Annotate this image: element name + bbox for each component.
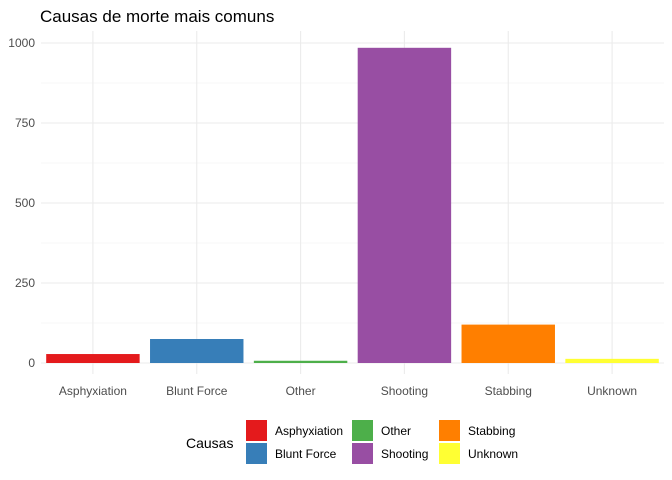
x-tick-label: Stabbing — [485, 384, 532, 398]
chart-title: Causas de morte mais comuns — [40, 7, 274, 26]
y-tick-label: 500 — [15, 196, 35, 210]
bar-unknown — [565, 358, 659, 363]
x-tick-label: Unknown — [587, 384, 637, 398]
legend-key — [439, 443, 460, 464]
y-tick-label: 750 — [15, 116, 35, 130]
x-tick-label: Other — [286, 384, 316, 398]
bar-blunt-force — [150, 339, 244, 363]
bar-other — [253, 360, 348, 363]
y-axis-ticks: 0 250 500 750 1000 — [8, 36, 35, 370]
bar-stabbing — [461, 324, 555, 363]
x-tick-label: Blunt Force — [166, 384, 228, 398]
legend-label: Unknown — [468, 447, 518, 461]
legend-key — [352, 443, 373, 464]
legend: Causas Asphyxiation Blunt Force Other Shoot… — [186, 420, 518, 464]
grid-layer — [41, 31, 664, 374]
bars — [46, 47, 659, 364]
x-tick-label: Asphyxiation — [59, 384, 127, 398]
legend-key — [352, 420, 373, 441]
bar-asphyxiation — [46, 354, 140, 363]
legend-label: Other — [381, 424, 411, 438]
y-tick-label: 0 — [28, 356, 35, 370]
bar-shooting — [357, 47, 452, 364]
legend-key — [246, 443, 267, 464]
legend-label: Asphyxiation — [275, 424, 343, 438]
legend-label: Blunt Force — [275, 447, 337, 461]
legend-label: Stabbing — [468, 424, 515, 438]
legend-key — [439, 420, 460, 441]
legend-label: Shooting — [381, 447, 428, 461]
legend-title: Causas — [186, 435, 233, 451]
legend-key — [246, 420, 267, 441]
x-tick-label: Shooting — [381, 384, 428, 398]
y-tick-label: 1000 — [8, 36, 35, 50]
x-axis-ticks: Asphyxiation Blunt Force Other Shooting Stab… — [59, 384, 637, 398]
y-tick-label: 250 — [15, 276, 35, 290]
